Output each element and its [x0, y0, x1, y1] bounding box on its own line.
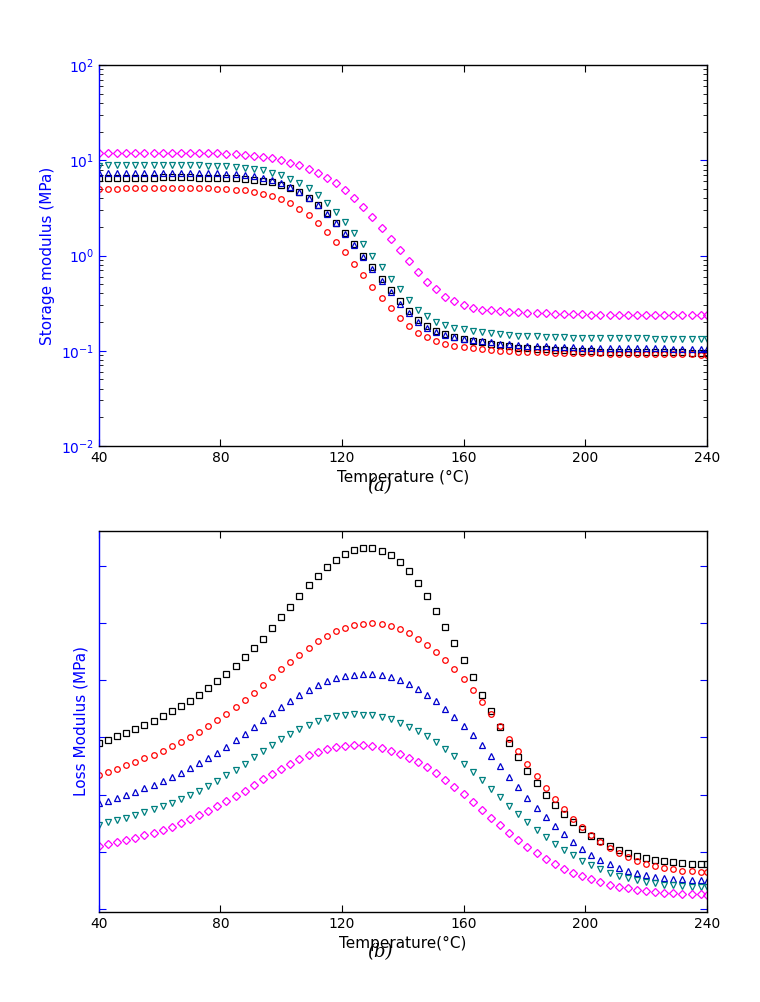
X-axis label: Temperature (°C): Temperature (°C)	[337, 470, 469, 485]
X-axis label: Temperature(°C): Temperature(°C)	[339, 936, 467, 951]
Text: (b): (b)	[367, 943, 393, 961]
Text: (a): (a)	[368, 477, 392, 495]
Y-axis label: Loss Modulus (MPa): Loss Modulus (MPa)	[74, 646, 88, 797]
Y-axis label: Storage modulus (MPa): Storage modulus (MPa)	[40, 166, 55, 345]
